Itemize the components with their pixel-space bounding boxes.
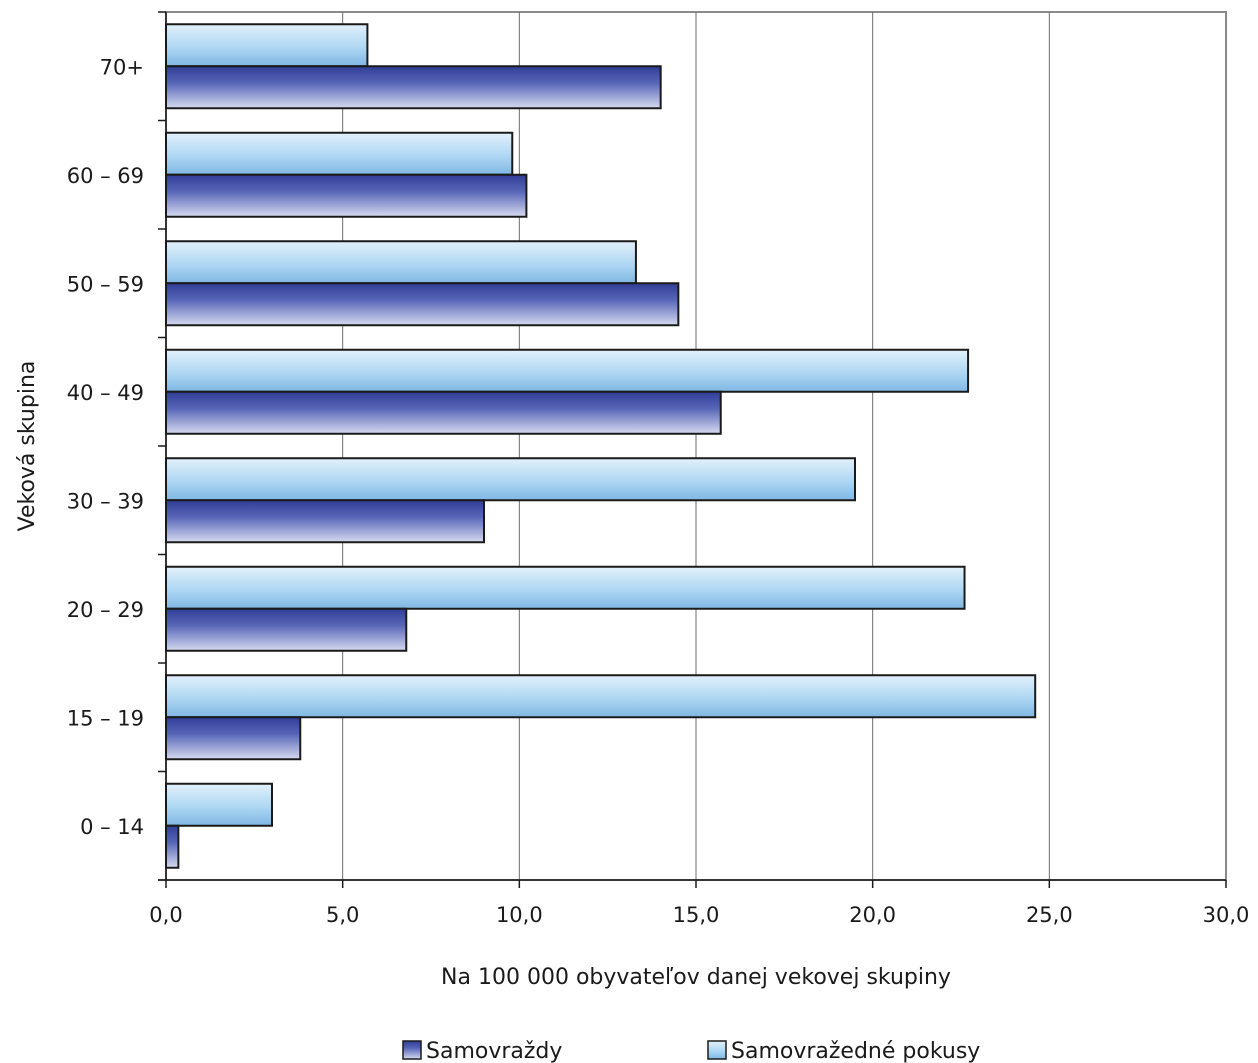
bar-samovrazedne-pokusy bbox=[165, 131, 514, 176]
x-tick-label: 20,0 bbox=[849, 903, 896, 927]
y-tick-label: 60 – 69 bbox=[67, 164, 144, 188]
y-tick-label: 50 – 59 bbox=[67, 272, 144, 296]
bar-samovrazedne-pokusy bbox=[165, 240, 637, 285]
x-tick-label: 5,0 bbox=[326, 903, 359, 927]
legend-swatch-pokusy bbox=[707, 1040, 727, 1060]
y-tick-label: 20 – 29 bbox=[67, 598, 144, 622]
legend-label-pokusy: Samovražedné pokusy bbox=[731, 1039, 980, 1063]
y-axis-title: Veková skupina bbox=[15, 361, 40, 532]
bar-samovrazdy bbox=[165, 65, 662, 110]
bar-samovrazedne-pokusy bbox=[165, 23, 369, 68]
legend-item-pokusy: Samovražedné pokusy bbox=[707, 1039, 980, 1063]
bars bbox=[165, 23, 1037, 869]
legend-swatch-samovrazdy bbox=[402, 1040, 422, 1060]
x-tick-label: 10,0 bbox=[496, 903, 543, 927]
y-tick-label: 30 – 39 bbox=[67, 489, 144, 513]
x-tick-label: 30,0 bbox=[1203, 903, 1250, 927]
bar-samovrazdy bbox=[165, 282, 680, 327]
legend-label-samovrazdy: Samovraždy bbox=[426, 1039, 562, 1063]
axes bbox=[158, 11, 1227, 888]
bar-samovrazdy bbox=[165, 607, 408, 652]
legend: Samovraždy Samovražedné pokusy bbox=[402, 1039, 980, 1063]
y-tick-label: 70+ bbox=[100, 55, 144, 79]
bar-samovrazedne-pokusy bbox=[165, 348, 970, 393]
y-tick-label: 40 – 49 bbox=[67, 381, 144, 405]
bar-samovrazdy bbox=[165, 173, 528, 218]
bar-samovrazedne-pokusy bbox=[165, 782, 273, 827]
y-tick-labels: 70+ 60 – 69 50 – 59 40 – 49 30 – 39 20 – 29 15… bbox=[67, 55, 144, 839]
y-tick-label: 15 – 19 bbox=[67, 706, 144, 730]
bar-samovrazdy bbox=[165, 824, 180, 869]
bar-samovrazedne-pokusy bbox=[165, 565, 966, 610]
bar-samovrazdy bbox=[165, 499, 485, 544]
x-tick-label: 25,0 bbox=[1026, 903, 1073, 927]
bar-samovrazedne-pokusy bbox=[165, 457, 856, 502]
bar-samovrazdy bbox=[165, 716, 302, 761]
x-tick-label: 0,0 bbox=[149, 903, 182, 927]
x-axis-title: Na 100 000 obyvateľov danej vekovej skup… bbox=[441, 965, 951, 990]
legend-item-samovrazdy: Samovraždy bbox=[402, 1039, 562, 1063]
bar-samovrazedne-pokusy bbox=[165, 674, 1037, 719]
x-tick-label: 15,0 bbox=[673, 903, 720, 927]
y-tick-label: 0 – 14 bbox=[80, 815, 144, 839]
x-tick-labels: 0,0 5,0 10,0 15,0 20,0 25,0 30,0 bbox=[149, 903, 1249, 927]
bar-samovrazdy bbox=[165, 390, 722, 435]
